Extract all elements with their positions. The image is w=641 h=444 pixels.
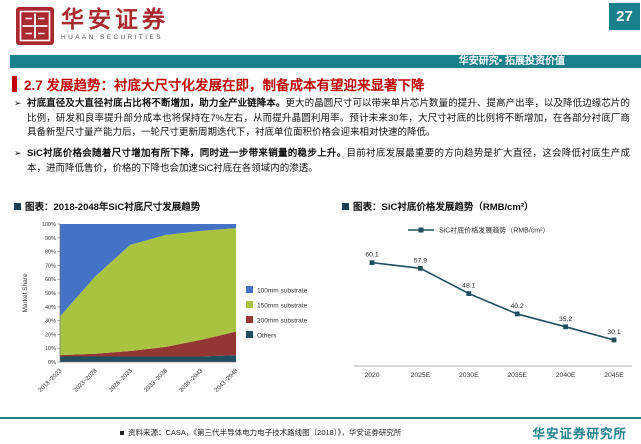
logo-company-name-en: HUAAN SECURITIES	[61, 34, 163, 42]
page-number-badge: 27	[609, 3, 640, 30]
bullet-body: 目前衬底发展最重要的方向趋势是扩大直径，这会降低衬底生产成本，进而降低售价，价格…	[27, 148, 630, 174]
svg-text:30.1: 30.1	[607, 329, 620, 336]
svg-text:50%: 50%	[45, 291, 56, 297]
substrate-size-stacked-area-chart: 0% 10% 20% 30% 40% 50% 60% 70% 80% 90% 100% Market …	[22, 222, 308, 394]
footer-org-name: 华安证券研究所	[532, 427, 627, 441]
price-trend-chart: 图表：SiC衬底价格发展趋势（RMB/cm²） SiC衬底价格发展趋势（RMB/…	[342, 199, 640, 408]
svg-text:30%: 30%	[45, 319, 56, 325]
bullet-arrow-icon: ➢	[14, 148, 22, 159]
logo-company-name: 华安证券	[61, 7, 169, 32]
svg-text:Market Share: Market Share	[22, 273, 29, 312]
svg-text:80%: 80%	[45, 250, 56, 256]
charts-row: 图表：2018-2048年SiC衬底尺寸发展趋势 0% 10% 20% 30% 40% 5…	[14, 199, 640, 408]
svg-text:90%: 90%	[45, 236, 56, 242]
source-bullet-icon	[120, 430, 124, 435]
svg-text:2035E: 2035E	[507, 372, 527, 379]
logo: 华安证券 HUAAN SECURITIES	[16, 7, 169, 45]
bullet-item: ➢ SiC衬底价格会随着尺寸增加有所下降，同时进一步带来销量的稳步上升。目前衬底…	[14, 147, 630, 176]
svg-text:2028~2033: 2028~2033	[108, 368, 134, 394]
chart-title-bullet-icon	[14, 202, 21, 210]
bullet-lead: 衬底直径及大直径衬底占比将不断增加，助力全产业链降本。	[27, 98, 286, 109]
source-note: 资料来源：CASA，《第三代半导体电力电子技术路线图（2018）》，华安证券研究…	[120, 427, 401, 438]
bullet-body: 更大的晶圆尺寸可以带来单片芯片数量的提升、提高产出率，以及降低边缘芯片的比例，研…	[27, 98, 630, 139]
body-text: ➢ 衬底直径及大直径衬底占比将不断增加，助力全产业链降本。更大的晶圆尺寸可以带来…	[14, 97, 630, 183]
svg-text:48.1: 48.1	[462, 283, 475, 290]
source-text: 资料来源：CASA，《第三代半导体电力电子技术路线图（2018）》，华安证券研究…	[128, 428, 402, 437]
chart-title: 图表：SiC衬底价格发展趋势（RMB/cm²）	[353, 202, 534, 213]
svg-text:200mm substrate: 200mm substrate	[257, 318, 308, 325]
svg-text:Others: Others	[257, 333, 277, 340]
svg-text:40%: 40%	[45, 305, 56, 311]
logo-text: 华安证券 HUAAN SECURITIES	[61, 7, 169, 41]
svg-text:2045E: 2045E	[604, 372, 624, 379]
price-trend-line-chart: SiC衬底价格发展趋势（RMB/cm²） 60.1 2020 57.9 2025E 48.…	[354, 226, 632, 379]
svg-text:35.2: 35.2	[559, 316, 572, 323]
svg-text:0%: 0%	[48, 360, 56, 366]
slide-title-row: 2.7 发展趋势：衬底大尺寸化发展在即，制备成本有望迎来显著下降	[12, 74, 425, 94]
svg-text:2018~2023: 2018~2023	[38, 368, 64, 394]
svg-text:20%: 20%	[45, 332, 56, 338]
svg-text:60.1: 60.1	[365, 252, 378, 259]
svg-text:70%: 70%	[45, 263, 56, 269]
footer: 资料来源：CASA，《第三代半导体电力电子技术路线图（2018）》，华安证券研究…	[0, 423, 641, 443]
svg-text:2023~2028: 2023~2028	[73, 368, 99, 394]
svg-text:2038~2043: 2038~2043	[179, 368, 205, 394]
svg-text:60%: 60%	[45, 277, 56, 283]
footer-divider	[0, 417, 641, 419]
svg-text:SiC衬底价格发展趋势（RMB/cm²）: SiC衬底价格发展趋势（RMB/cm²）	[439, 226, 549, 235]
svg-text:100%: 100%	[42, 222, 56, 228]
logo-seal-icon	[16, 7, 54, 45]
chart-title-bullet-icon	[342, 202, 349, 210]
bullet-lead: SiC衬底价格会随着尺寸增加有所下降，同时进一步带来销量的稳步上升。	[27, 148, 347, 160]
slide-title: 2.7 发展趋势：衬底大尺寸化发展在即，制备成本有望迎来显著下降	[24, 78, 425, 93]
bullet-arrow-icon: ➢	[14, 98, 22, 108]
svg-text:2030E: 2030E	[459, 372, 479, 379]
substrate-size-chart: 图表：2018-2048年SiC衬底尺寸发展趋势 0% 10% 20% 30% 40% 5…	[14, 199, 332, 408]
bullet-item: ➢ 衬底直径及大直径衬底占比将不断增加，助力全产业链降本。更大的晶圆尺寸可以带来…	[14, 97, 630, 141]
header-banner: 华安研究• 拓展投资价值	[10, 55, 641, 68]
chart-title-row: 图表：SiC衬底价格发展趋势（RMB/cm²）	[342, 199, 640, 213]
svg-text:2020: 2020	[364, 372, 379, 379]
chart-title: 图表：2018-2048年SiC衬底尺寸发展趋势	[25, 202, 201, 213]
svg-text:100mm substrate: 100mm substrate	[257, 288, 308, 295]
title-accent-bar	[12, 76, 17, 92]
svg-text:40.2: 40.2	[511, 303, 524, 310]
svg-text:2040E: 2040E	[556, 372, 576, 379]
svg-text:150mm substrate: 150mm substrate	[257, 303, 308, 310]
svg-text:57.9: 57.9	[414, 257, 427, 264]
chart-title-row: 图表：2018-2048年SiC衬底尺寸发展趋势	[14, 199, 332, 213]
svg-text:10%: 10%	[45, 346, 56, 352]
svg-text:2033~2038: 2033~2038	[143, 368, 169, 394]
svg-text:2043~2048: 2043~2048	[214, 368, 240, 394]
svg-text:2025E: 2025E	[411, 372, 431, 379]
